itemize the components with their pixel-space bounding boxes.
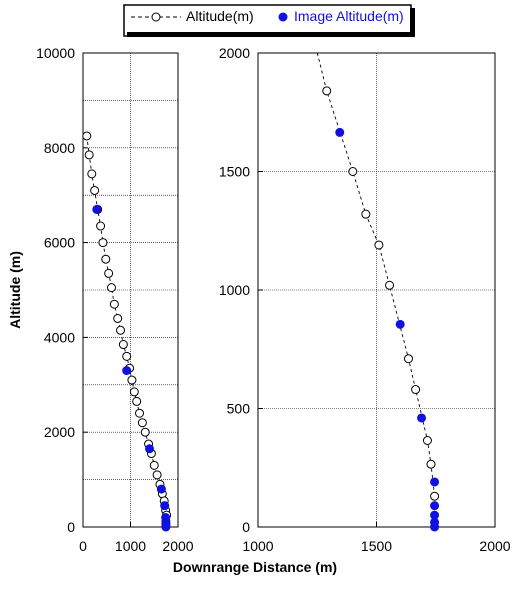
left-altitude-point bbox=[90, 185, 100, 195]
left-points bbox=[82, 131, 172, 532]
left-altitude-point bbox=[152, 470, 162, 480]
right-image-altitude-point bbox=[395, 319, 405, 329]
right-image-altitude-point bbox=[430, 501, 440, 511]
legend-marker-image-altitude bbox=[278, 12, 288, 22]
left-altitude-point bbox=[113, 313, 123, 323]
right-altitude-point bbox=[426, 459, 436, 469]
right-image-altitude-point bbox=[430, 510, 440, 520]
left-altitude-point bbox=[140, 427, 150, 437]
left-y-tick-label: 6000 bbox=[44, 235, 75, 251]
right-altitude-point bbox=[411, 385, 421, 395]
right-points bbox=[322, 86, 440, 532]
left-x-tick-label: 1000 bbox=[115, 538, 146, 554]
right-altitude-point bbox=[403, 354, 413, 364]
left-gridlines bbox=[83, 53, 178, 527]
left-y-axis-label: Altitude (m) bbox=[7, 251, 23, 329]
legend-label-altitude: Altitude(m) bbox=[186, 8, 254, 24]
right-altitude-point bbox=[322, 86, 332, 96]
left-y-tick-label: 2000 bbox=[44, 424, 75, 440]
legend: Altitude(m) Image Altitude(m) bbox=[123, 4, 415, 37]
legend-marker-altitude bbox=[151, 12, 161, 22]
right-altitude-dashed-line bbox=[316, 52, 436, 497]
right-altitude-point bbox=[422, 435, 432, 445]
left-altitude-point bbox=[104, 268, 114, 278]
right-altitude-point bbox=[361, 209, 371, 219]
left-altitude-point bbox=[101, 254, 111, 264]
right-image-altitude-point bbox=[335, 127, 345, 137]
right-altitude-point bbox=[374, 240, 384, 250]
right-y-tick-label: 500 bbox=[227, 401, 251, 417]
right-x-tick-label: 2000 bbox=[479, 538, 510, 554]
left-panel: 0 1000 2000 0 2000 4000 6000 8000 10000 Altitude… bbox=[7, 45, 194, 554]
right-altitude-point bbox=[348, 167, 358, 176]
left-image-altitude-point bbox=[145, 444, 154, 454]
left-x-tick-label: 0 bbox=[79, 538, 87, 554]
left-altitude-point bbox=[122, 351, 132, 361]
left-altitude-dashed-line bbox=[86, 135, 168, 516]
right-panel: 1000 1500 2000 0 500 1000 1500 2000 bbox=[219, 45, 511, 554]
left-altitude-point bbox=[137, 418, 147, 428]
left-image-altitude-point bbox=[122, 366, 132, 376]
left-altitude-point bbox=[129, 387, 139, 397]
left-y-tick-label: 10000 bbox=[36, 45, 75, 61]
right-y-tick-label: 0 bbox=[242, 519, 250, 535]
left-y-tick-label: 0 bbox=[67, 519, 75, 535]
left-ticks: 0 1000 2000 0 2000 4000 6000 8000 10000 bbox=[36, 45, 194, 554]
right-altitude-line bbox=[316, 52, 436, 497]
left-image-altitude-point bbox=[92, 204, 102, 214]
left-altitude-point bbox=[98, 238, 108, 248]
right-y-tick-label: 1500 bbox=[219, 164, 250, 180]
left-altitude-point bbox=[149, 460, 159, 470]
left-altitude-point bbox=[132, 396, 142, 406]
right-x-tick-label: 1500 bbox=[361, 538, 392, 554]
left-image-altitude-point bbox=[156, 484, 166, 494]
legend-label-image-altitude: Image Altitude(m) bbox=[294, 8, 404, 24]
left-x-tick-label: 2000 bbox=[162, 538, 193, 554]
right-ticks: 1000 1500 2000 0 500 1000 1500 2000 bbox=[219, 45, 511, 554]
left-altitude-point bbox=[135, 408, 145, 418]
right-image-altitude-point bbox=[430, 522, 440, 532]
left-altitude-point bbox=[84, 150, 94, 160]
left-altitude-point bbox=[107, 283, 116, 293]
left-altitude-point bbox=[127, 375, 137, 385]
left-altitude-point bbox=[87, 169, 97, 179]
x-axis-label: Downrange Distance (m) bbox=[173, 559, 337, 575]
right-image-altitude-point bbox=[430, 477, 440, 487]
right-altitude-point bbox=[430, 491, 440, 501]
left-altitude-line bbox=[86, 135, 168, 516]
left-altitude-point bbox=[96, 221, 106, 231]
right-image-altitude-point bbox=[417, 413, 427, 423]
left-image-altitude-point bbox=[161, 522, 171, 532]
right-y-tick-label: 2000 bbox=[219, 45, 250, 61]
left-altitude-point bbox=[116, 325, 126, 335]
right-x-tick-label: 1000 bbox=[242, 538, 273, 554]
right-altitude-point bbox=[385, 280, 395, 290]
right-y-tick-label: 1000 bbox=[219, 282, 250, 298]
left-image-altitude-point bbox=[160, 501, 170, 511]
left-y-tick-label: 4000 bbox=[44, 329, 75, 345]
right-gridlines bbox=[258, 53, 495, 527]
left-altitude-point bbox=[82, 131, 92, 141]
left-altitude-point bbox=[118, 340, 128, 350]
left-altitude-point bbox=[109, 299, 119, 309]
left-y-tick-label: 8000 bbox=[44, 140, 75, 156]
